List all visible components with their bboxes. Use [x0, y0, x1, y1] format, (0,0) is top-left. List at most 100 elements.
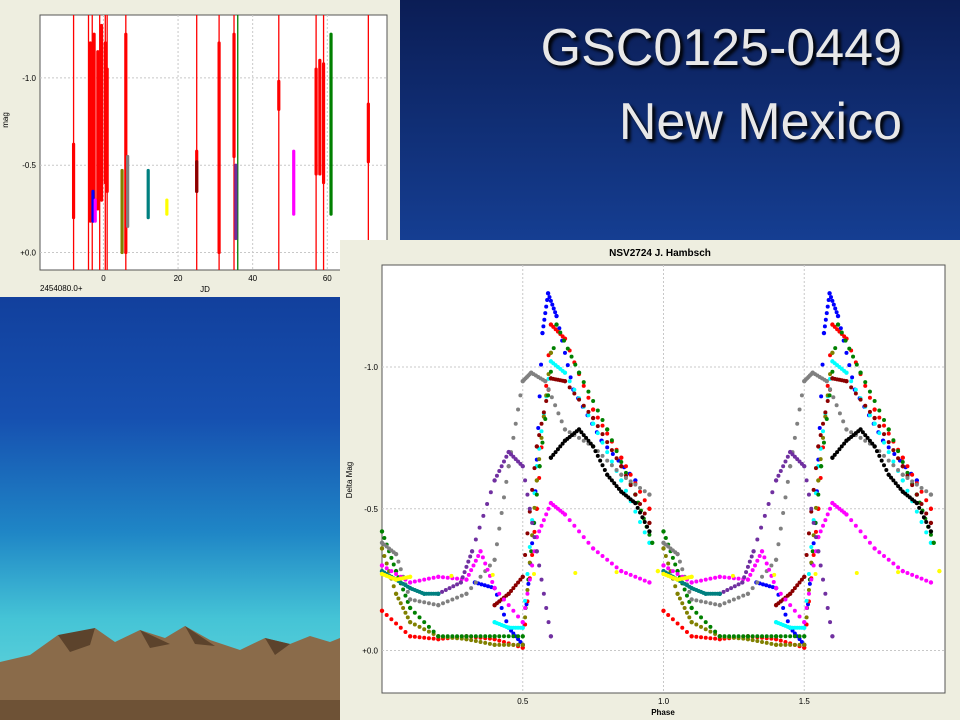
- phase-data-point: [816, 492, 821, 497]
- phase-data-point: [539, 429, 544, 434]
- phase-data-point: [886, 431, 891, 436]
- phase-data-point: [520, 642, 525, 648]
- phase-data-point: [802, 634, 807, 639]
- phase-data-point: [830, 298, 835, 303]
- phase-data-point: [504, 479, 509, 484]
- phase-data-point: [527, 560, 532, 565]
- phase-data-point: [717, 574, 722, 579]
- phase-data-point: [802, 625, 807, 631]
- phase-data-point: [745, 591, 751, 596]
- phase-data-point: [394, 621, 399, 626]
- phase-data-point: [494, 542, 499, 547]
- phase-data-point: [469, 638, 474, 643]
- phase-data-point: [426, 629, 431, 634]
- phase-data-point: [713, 636, 718, 641]
- phase-data-point: [612, 481, 617, 486]
- phase-data-point: [806, 591, 811, 596]
- phase-data-point: [689, 580, 694, 585]
- phase-data-point: [818, 529, 823, 534]
- phase-data-point: [541, 518, 546, 523]
- phase-data-point: [483, 634, 488, 639]
- phase-data-point: [506, 642, 511, 647]
- phase-data-point: [647, 532, 652, 537]
- phase-data-point: [595, 431, 600, 436]
- phase-data-point: [821, 429, 826, 434]
- phase-data-point: [722, 634, 727, 639]
- phase-data-point: [849, 379, 854, 384]
- phase-data-point: [811, 541, 816, 546]
- phase-data-point: [518, 393, 523, 398]
- phase-data-point: [554, 313, 559, 319]
- phase-data-point: [577, 397, 582, 402]
- phase-data-point: [882, 432, 887, 437]
- phase-data-point: [778, 634, 783, 639]
- phase-data-point: [647, 492, 652, 497]
- phase-data-point: [391, 562, 396, 567]
- phase-data-point: [824, 417, 829, 422]
- phase-data-point: [937, 568, 942, 574]
- phase-data-point: [874, 449, 879, 454]
- phase-data-point: [412, 622, 417, 627]
- phase-data-point: [572, 391, 577, 396]
- phase-data-point: [891, 478, 896, 483]
- phase-data-point: [778, 526, 783, 531]
- phase-data-point: [523, 553, 528, 558]
- phase-data-point: [530, 520, 535, 525]
- phase-data-point: [605, 440, 610, 445]
- phase-data-point: [609, 459, 614, 464]
- phase-data-point: [548, 455, 554, 460]
- phase-data-point: [781, 605, 786, 610]
- phase-data-point: [619, 568, 624, 574]
- phase-data-point: [393, 591, 399, 596]
- phase-data-point: [431, 602, 436, 607]
- phase-data-point: [844, 370, 849, 375]
- phase-data-point: [511, 634, 516, 639]
- phase-data-point: [677, 559, 682, 564]
- phase-data-point: [837, 447, 842, 452]
- phase-data-point: [525, 531, 530, 536]
- phase-data-point: [548, 634, 554, 639]
- phase-data-point: [431, 636, 436, 641]
- phase-data-point: [450, 597, 455, 602]
- phase-data-point: [837, 411, 842, 416]
- phase-data-point: [379, 563, 385, 568]
- phase-data-point: [661, 529, 666, 534]
- phase-data-point: [663, 536, 668, 541]
- phase-data-point: [821, 577, 826, 582]
- phase-data-point: [478, 574, 483, 579]
- phase-data-point: [860, 430, 865, 435]
- phase-data-point: [849, 385, 854, 390]
- phase-data-point: [822, 324, 827, 329]
- phase-data-point: [703, 627, 708, 632]
- phase-data-point: [485, 502, 490, 507]
- phase-data-point: [558, 330, 563, 335]
- phase-data-point: [809, 506, 814, 511]
- phase-data-point: [551, 452, 556, 457]
- phase-data-point: [799, 577, 804, 582]
- phase-data-point: [792, 631, 797, 636]
- phase-data-point: [767, 567, 772, 572]
- phase-data-point: [900, 478, 905, 483]
- phase-data-point: [501, 639, 506, 644]
- phase-data-point: [811, 553, 816, 558]
- phase-data-point: [673, 584, 678, 589]
- phase-data-point: [595, 453, 600, 458]
- phase-data-point: [919, 502, 924, 507]
- phase-data-point: [628, 479, 633, 484]
- title-panel: GSC0125-0449 New Mexico: [400, 0, 960, 240]
- phase-data-point: [785, 619, 790, 624]
- phase-data-point: [471, 563, 476, 568]
- phase-data-point: [560, 441, 565, 446]
- phase-data-point: [776, 542, 781, 547]
- phase-data-point: [497, 638, 502, 643]
- phase-data-point: [623, 470, 628, 475]
- phase-data-point: [770, 585, 775, 590]
- phase-data-point: [858, 435, 863, 440]
- phase-data-point: [799, 393, 804, 398]
- phase-data-point: [635, 505, 640, 510]
- phase-data-point: [694, 622, 699, 627]
- phase-data-point: [553, 450, 558, 455]
- phase-data-point: [783, 612, 788, 617]
- x-tick-label: 0.5: [517, 697, 529, 706]
- phase-data-point: [520, 464, 525, 469]
